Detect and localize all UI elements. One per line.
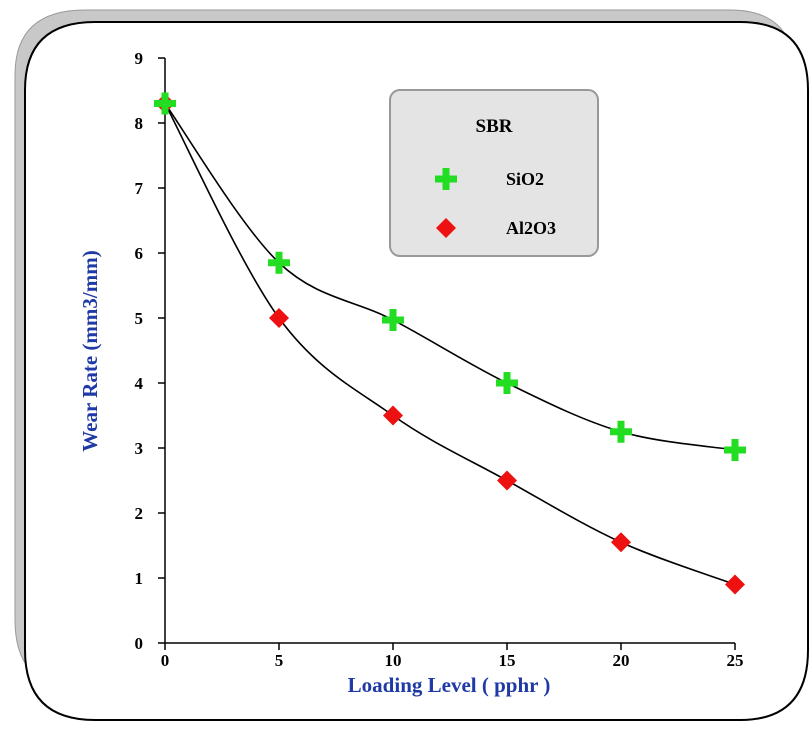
x-tick-label: 20: [613, 651, 630, 670]
legend: SBR SiO2 Al2O3: [389, 89, 599, 257]
legend-items: SiO2 Al2O3: [435, 168, 556, 238]
data-point-al2o3: [611, 532, 631, 553]
data-point-sio2: [154, 92, 176, 115]
legend-marker-al2o3: [436, 218, 456, 238]
data-point-sio2: [496, 372, 518, 394]
x-tick-label: 15: [499, 651, 516, 670]
y-axis-title: Wear Rate (mm3/mm): [78, 250, 102, 451]
data-point-sio2: [610, 420, 632, 443]
data-point-sio2: [724, 438, 746, 461]
data-point-sio2: [268, 251, 290, 274]
y-tick-label: 3: [135, 439, 144, 458]
data-point-sio2: [382, 308, 404, 331]
frame-border: [24, 21, 809, 721]
legend-label-sio2: SiO2: [506, 169, 544, 189]
data-point-al2o3: [725, 574, 745, 595]
y-tick-label: 8: [135, 114, 144, 133]
x-tick-label: 10: [385, 651, 402, 670]
y-tick-label: 4: [135, 374, 144, 393]
x-axis-title: Loading Level ( pphr ): [348, 673, 551, 697]
legend-title: SBR: [476, 116, 513, 137]
y-tick-label: 0: [135, 634, 144, 653]
legend-box: [389, 89, 599, 257]
data-point-al2o3: [269, 308, 289, 328]
y-tick-label: 2: [135, 504, 144, 523]
data-point-al2o3: [497, 470, 517, 491]
x-tick-label: 25: [727, 651, 744, 670]
y-tick-label: 5: [135, 309, 144, 328]
legend-marker-sio2: [435, 168, 457, 190]
x-axis-ticks: 0 5 10 15 20 25: [161, 643, 744, 670]
data-point-al2o3: [383, 405, 403, 426]
y-tick-label: 1: [135, 569, 144, 588]
legend-label-al2o3: Al2O3: [506, 218, 556, 238]
y-tick-label: 6: [135, 244, 144, 263]
x-tick-label: 0: [161, 651, 170, 670]
x-tick-label: 5: [275, 651, 284, 670]
y-axis-ticks: 0 1 2 3 4 5 6 7 8 9: [135, 49, 165, 653]
data-markers: [154, 92, 746, 595]
y-tick-label: 9: [135, 49, 144, 68]
y-tick-label: 7: [135, 179, 144, 198]
